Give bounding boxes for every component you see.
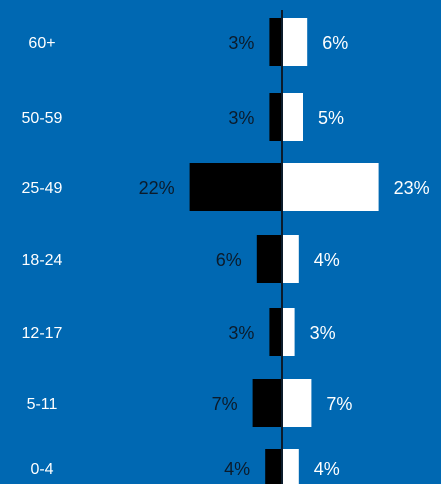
category-label: 5-11	[27, 396, 58, 413]
left-value-label: 3%	[228, 323, 254, 343]
right-value-label: 23%	[394, 178, 430, 198]
right-bar	[282, 93, 303, 141]
left-bar	[189, 163, 282, 211]
category-label: 0-4	[30, 461, 53, 478]
right-value-label: 4%	[314, 250, 340, 270]
left-value-label: 3%	[228, 33, 254, 53]
category-label: 25-49	[22, 180, 63, 197]
right-value-label: 3%	[310, 323, 336, 343]
left-value-label: 22%	[139, 178, 175, 198]
right-bar	[282, 308, 295, 356]
category-label: 12-17	[22, 325, 63, 342]
right-value-label: 7%	[326, 394, 352, 414]
left-bar	[269, 308, 282, 356]
right-bar	[282, 18, 308, 66]
category-label: 50-59	[22, 110, 63, 127]
category-label: 18-24	[22, 252, 63, 269]
right-value-label: 4%	[314, 459, 340, 479]
left-bar	[252, 379, 282, 427]
right-bar	[282, 379, 312, 427]
left-bar	[256, 235, 282, 283]
left-value-label: 7%	[212, 394, 238, 414]
left-bar	[269, 93, 282, 141]
left-bar	[265, 449, 282, 484]
left-value-label: 6%	[216, 250, 242, 270]
right-bar	[282, 449, 299, 484]
right-value-label: 6%	[322, 33, 348, 53]
right-bar	[282, 163, 379, 211]
left-bar	[269, 18, 282, 66]
left-value-label: 4%	[224, 459, 250, 479]
category-label: 60+	[28, 35, 55, 52]
right-bar	[282, 235, 299, 283]
right-value-label: 5%	[318, 108, 344, 128]
left-value-label: 3%	[228, 108, 254, 128]
